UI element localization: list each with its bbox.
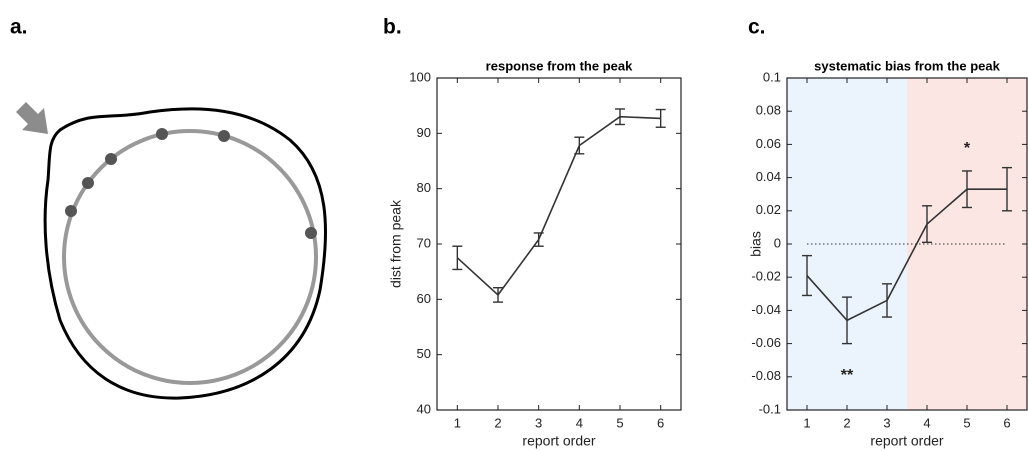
error-bar	[842, 296, 852, 345]
dot	[82, 177, 94, 189]
x-tick-label: 6	[657, 415, 664, 430]
error-bar	[655, 108, 666, 128]
x-tick-label: 2	[494, 415, 501, 430]
y-tick-label: 0.06	[756, 136, 781, 151]
panel-label: a.	[10, 16, 28, 39]
error-bar	[574, 136, 585, 155]
y-tick-label: 0.1	[763, 69, 781, 84]
x-tick-label: 4	[576, 415, 583, 430]
y-tick-label: 0.02	[756, 202, 781, 217]
x-tick-label: 3	[535, 415, 542, 430]
annotation: *	[964, 140, 971, 157]
data-line	[806, 188, 1007, 322]
y-tick-label: 0.08	[756, 103, 781, 118]
ring	[62, 129, 318, 385]
y-tick-label: 0	[774, 235, 781, 250]
x-tick-label: 3	[883, 415, 890, 430]
error-bar	[882, 283, 892, 318]
arrow	[16, 102, 48, 134]
error-bar	[452, 245, 463, 271]
x-axis-label: report order	[522, 433, 595, 449]
y-tick-label: 60	[417, 291, 431, 306]
data-line	[456, 115, 661, 297]
x-tick-label: 4	[923, 415, 930, 430]
y-tick-label: -0.02	[751, 269, 781, 284]
y-tick-label: -0.1	[759, 401, 781, 416]
x-tick-label: 6	[1003, 415, 1010, 430]
error-bar	[1002, 166, 1012, 212]
dot	[65, 205, 77, 217]
dot	[156, 128, 168, 140]
error-bar	[962, 170, 972, 209]
panel-label: b.	[383, 16, 402, 39]
x-tick-label: 2	[843, 415, 850, 430]
y-axis-label: dist from peak	[388, 199, 404, 288]
error-bar	[802, 254, 812, 297]
annotation: **	[841, 367, 854, 384]
y-tick-label: 90	[417, 125, 431, 140]
x-tick-label: 5	[616, 415, 623, 430]
error-bar	[533, 232, 544, 247]
x-axis-label: report order	[870, 433, 943, 449]
chart-title: systematic bias from the peak	[814, 58, 1000, 73]
error-bar	[922, 205, 932, 244]
dot	[105, 153, 117, 165]
dot	[305, 227, 317, 239]
panel-label: c.	[748, 16, 766, 39]
x-tick-label: 1	[803, 415, 810, 430]
blob-outline	[43, 107, 328, 400]
chart-title: response from the peak	[486, 58, 633, 73]
x-tick-label: 1	[454, 415, 461, 430]
y-tick-label: 100	[409, 69, 431, 84]
y-tick-label: -0.06	[751, 335, 781, 350]
axes-box	[436, 77, 682, 411]
y-tick-label: 70	[417, 235, 431, 250]
dot	[218, 130, 230, 142]
error-bar	[493, 287, 503, 303]
y-tick-label: 40	[417, 401, 431, 416]
y-axis-label: bias	[748, 231, 764, 257]
y-tick-label: 80	[417, 180, 431, 195]
y-tick-label: 50	[417, 346, 431, 361]
y-tick-label: -0.08	[751, 368, 781, 383]
diagram	[16, 102, 328, 400]
error-bar	[615, 108, 625, 126]
x-tick-label: 5	[963, 415, 970, 430]
y-tick-label: 0.04	[756, 169, 781, 184]
y-tick-label: -0.04	[751, 302, 781, 317]
